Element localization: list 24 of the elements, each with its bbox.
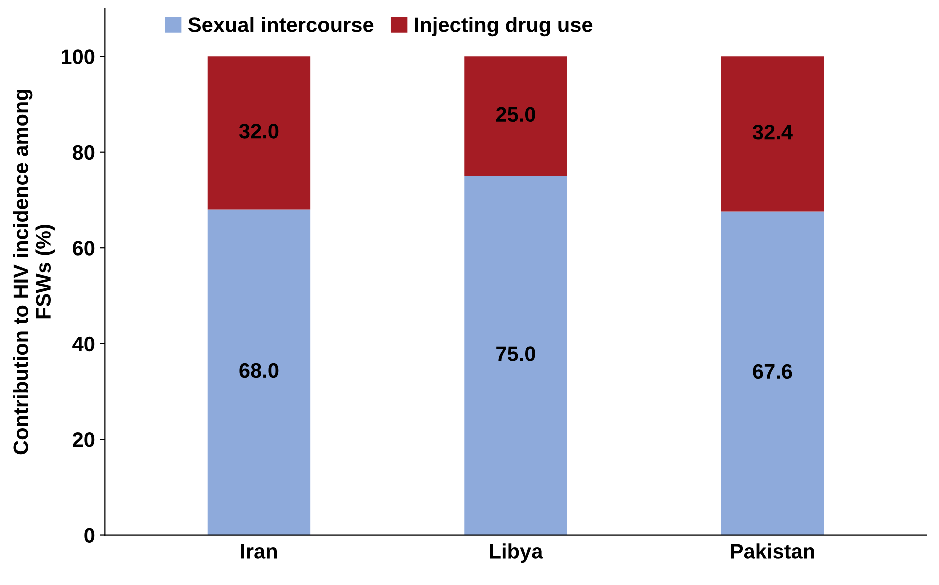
- data-label: 32.4: [752, 125, 793, 140]
- x-tick-label: Iran: [242, 544, 278, 559]
- bar: [464, 176, 568, 536]
- bar: [721, 56, 824, 212]
- data-label: 32.0: [239, 124, 279, 139]
- y-tick-label: 40: [72, 336, 95, 352]
- bar: [721, 212, 824, 536]
- bar: [464, 56, 568, 176]
- y-tick-label: 80: [72, 145, 95, 160]
- data-label: 75.0: [496, 346, 536, 362]
- bar: [208, 56, 311, 210]
- legend-label: Sexual intercourse: [188, 17, 374, 32]
- data-label: 67.6: [753, 364, 792, 380]
- data-label: 68.0: [240, 363, 279, 378]
- x-tick-label: Libya: [490, 544, 544, 564]
- y-axis-title: Contribution to HIV incidence among FSWs (%): [13, 90, 56, 455]
- x-tick-label: Pakistan: [731, 544, 814, 559]
- data-label: 25.0: [496, 107, 536, 122]
- y-tick-label: 20: [73, 432, 95, 448]
- bar: [208, 210, 311, 536]
- legend-label: Injecting drug use: [415, 17, 593, 37]
- y-tick-label: 60: [73, 241, 95, 256]
- y-tick-label: 100: [62, 50, 95, 64]
- y-tick-label: 0: [84, 528, 95, 544]
